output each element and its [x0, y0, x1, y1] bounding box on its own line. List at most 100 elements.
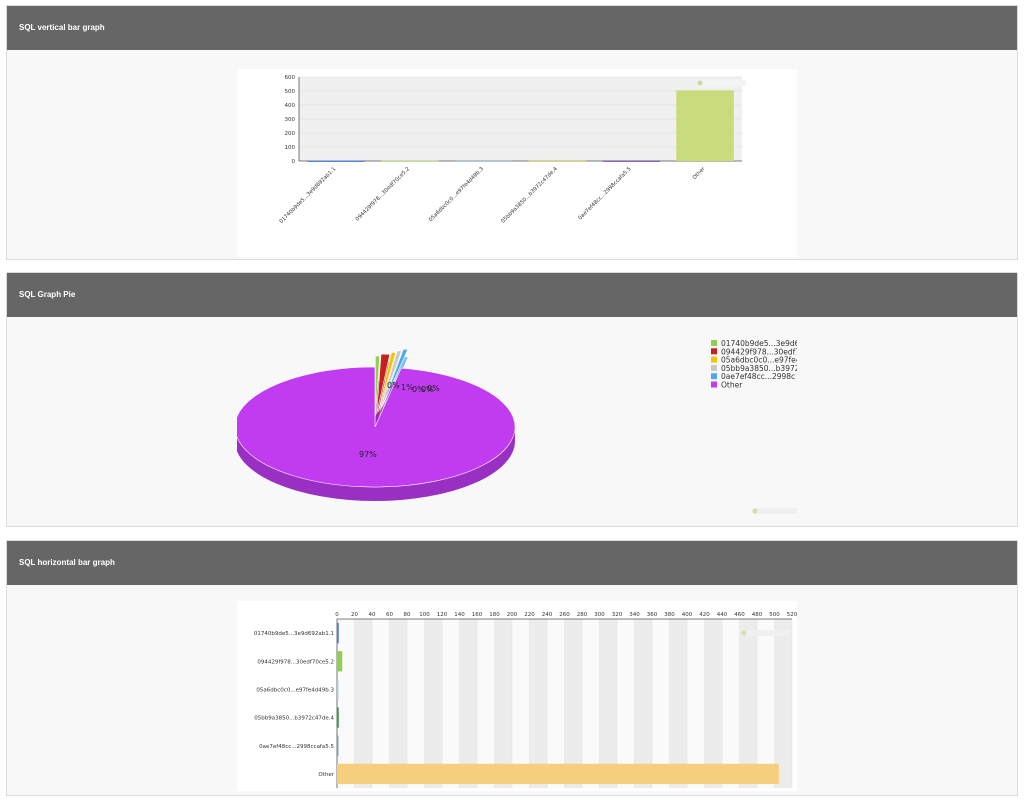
x-tick-label: 320 [612, 612, 623, 618]
bar [454, 160, 513, 163]
panel-title: SQL Graph Pie [7, 273, 1017, 317]
x-tick-label: 500 [769, 612, 780, 618]
y-tick-label: 400 [285, 103, 296, 109]
x-tick-label: 05a6dbc0c0...e97fe4d49b.3 [428, 166, 485, 223]
y-tick-label: Other [318, 772, 334, 778]
x-tick-label: 094429f978...30edf70ce5.2 [355, 166, 411, 222]
x-tick-label: 0ae7ef48cc...2998ccafa5.5 [577, 166, 632, 221]
vertical-bar-panel: SQL vertical bar graph 0 100 200 300 400 500 6… [6, 5, 1018, 260]
grid-band [564, 619, 582, 788]
legend-swatch [711, 340, 717, 346]
x-tick-label: 480 [752, 612, 763, 618]
x-tick-label: 140 [454, 612, 465, 618]
grid-band [529, 619, 547, 788]
pie-pct-label: 0% [387, 381, 400, 390]
x-tick-label: 380 [664, 612, 675, 618]
grid-band [459, 619, 477, 788]
watermark [753, 508, 801, 514]
y-tick-label: 05a6dbc0c0...e97fe4d49b.3 [256, 687, 334, 693]
x-tick-label: 220 [524, 612, 535, 618]
pie-pct-label: 0% [421, 385, 434, 394]
pie-slice [375, 355, 381, 417]
legend-label: 05bb9a3850...b3972 [721, 364, 797, 373]
pie-slice [377, 352, 397, 413]
y-tick-label: 094429f978...30edf70ce5.2 [257, 659, 334, 665]
x-tick-label: 160 [472, 612, 483, 618]
legend-label: 05a6dbc0c0...e97fe4 [721, 356, 797, 365]
y-tick-label: 300 [285, 117, 296, 123]
bar [528, 160, 587, 162]
x-tick-label: 520 [787, 612, 797, 618]
pie-slice [381, 348, 409, 409]
watermark [698, 80, 746, 86]
x-tick-label: 05bb9a3850...b3972c47de.4 [500, 166, 559, 225]
vertical-bar-chart: 0 100 200 300 400 500 600 01740b9de5...3e9d692a… [237, 69, 797, 257]
legend-swatch [711, 381, 717, 388]
x-tick-label: 420 [699, 612, 710, 618]
bar [307, 160, 365, 162]
legend-label: 0ae7ef48cc...2998c [721, 372, 795, 381]
x-tick-label: 280 [577, 612, 588, 618]
y-tick-label: 100 [285, 145, 296, 151]
pie-pct-label: 0% [427, 384, 440, 393]
watermark [742, 630, 790, 636]
horizontal-bar-panel: SQL horizontal bar graph 0 20 40 60 80 100 120… [6, 540, 1018, 796]
y-tick-label: 0 [292, 159, 296, 165]
y-tick-label: 0ae7ef48cc...2998ccafa5.5 [259, 744, 334, 750]
y-tick-label: 600 [285, 75, 296, 81]
grid-band [599, 619, 617, 788]
x-tick-label: 20 [351, 612, 358, 618]
x-tick-label: 40 [369, 612, 376, 618]
grid-band [354, 619, 372, 788]
x-tick-label: 360 [647, 612, 658, 618]
legend-label: 094429f978...30edf7 [721, 347, 797, 356]
legend-swatch [711, 364, 717, 371]
legend-swatch [711, 373, 717, 380]
x-tick-label: 440 [717, 612, 728, 618]
panel-title: SQL vertical bar graph [7, 6, 1017, 50]
bar [337, 651, 343, 672]
bar [337, 707, 339, 728]
pie-slice [379, 350, 403, 411]
pie-pct-label: 97% [359, 450, 377, 459]
panel-title: SQL horizontal bar graph [7, 541, 1017, 585]
pie-slice [234, 366, 516, 488]
bar [337, 735, 339, 756]
x-tick-label: 300 [594, 612, 605, 618]
bar [380, 160, 439, 162]
pie-chart: 0% 1% 0% 0% 0% 97% 01740b9de5...3e9d69 094429f9… [234, 335, 804, 523]
x-tick-label: Other [692, 166, 707, 181]
bar [602, 160, 661, 162]
x-tick-label: 0 [335, 612, 339, 618]
pie-slice [376, 353, 391, 415]
pie-panel: SQL Graph Pie 0% 1% 0% 0% 0% 97% 01740b9de5...… [6, 272, 1018, 527]
horizontal-bar-chart: 0 20 40 60 80 100 120 140 160 180 200 220 240 260 280 3… [237, 601, 798, 791]
x-tick-label: 100 [419, 612, 430, 618]
grid-band [494, 619, 512, 788]
pie-pct-label: 0% [412, 385, 425, 394]
y-tick-label: 200 [285, 131, 296, 137]
pie-pct-label: 1% [401, 383, 414, 392]
x-tick-label: 60 [386, 612, 393, 618]
x-tick-label: 260 [559, 612, 570, 618]
x-tick-label: 240 [542, 612, 553, 618]
watermark-icon [697, 80, 703, 86]
y-tick-label: 05bb9a3850...b3972c47de.4 [254, 716, 334, 722]
grid-band [774, 619, 792, 788]
legend-label: 01740b9de5...3e9d69 [721, 339, 797, 348]
grid-band [739, 619, 757, 788]
grid-band [424, 619, 442, 788]
grid-band [704, 619, 722, 788]
x-tick-label: 01740b9de5...3e9d692ab1.1 [279, 166, 338, 225]
x-tick-label: 180 [489, 612, 500, 618]
bar [676, 90, 734, 161]
x-tick-label: 400 [682, 612, 693, 618]
x-tick-label: 120 [437, 612, 448, 618]
watermark-icon [741, 630, 747, 636]
horizontal-bar-svg: 0 20 40 60 80 100 120 140 160 180 200 220 240 260 280 3… [254, 612, 798, 788]
legend-swatch [711, 348, 717, 355]
bar [337, 622, 339, 644]
grid-band [389, 619, 407, 788]
vertical-bar-svg: 0 100 200 300 400 500 600 01740b9de5...3e9d692a… [279, 75, 746, 225]
bar [337, 679, 339, 700]
